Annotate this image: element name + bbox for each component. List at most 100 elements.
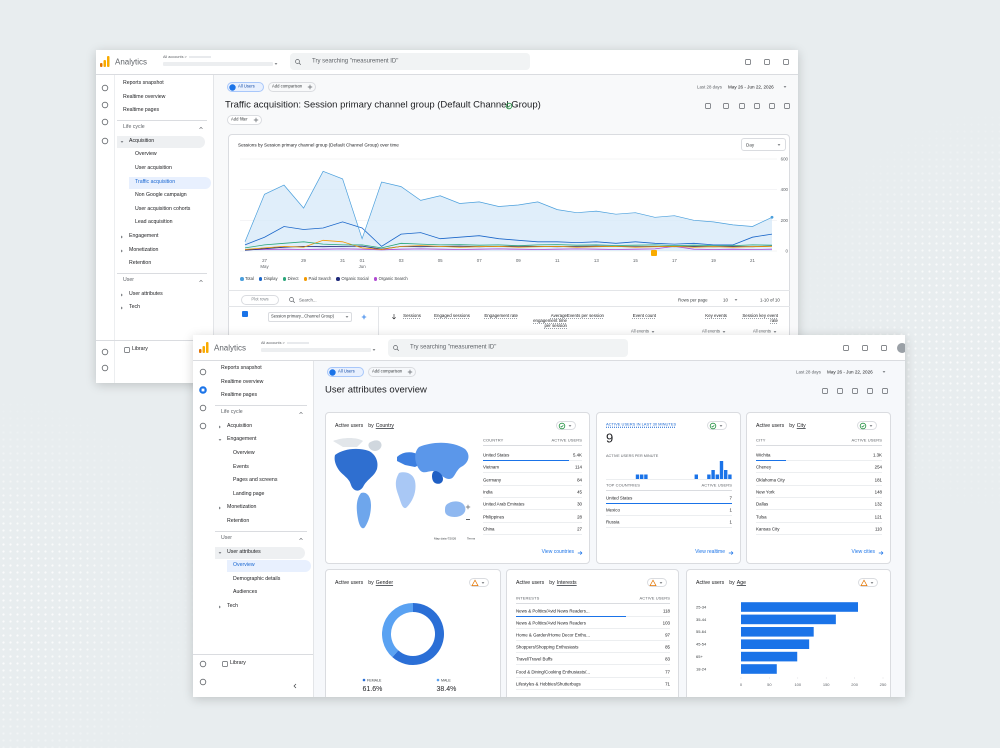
nav-library[interactable]: Library bbox=[230, 660, 246, 667]
account-picker[interactable]: All accounts > bbox=[261, 340, 285, 345]
compare-chip[interactable] bbox=[268, 82, 316, 92]
column-header[interactable]: Engagement rate bbox=[484, 313, 518, 318]
caret bbox=[121, 235, 123, 239]
nav-group[interactable]: Acquisition bbox=[227, 422, 253, 429]
row-label: Russia bbox=[606, 519, 620, 525]
card-dimension[interactable]: Gender bbox=[375, 580, 394, 586]
nav-subitem[interactable]: Overview bbox=[233, 450, 255, 457]
realtime-card: ACTIVE USERS IN LAST 30 MINUTES 9 ACTIVE U… bbox=[596, 412, 741, 564]
legend-item[interactable]: Display bbox=[258, 276, 278, 282]
segment-chip[interactable] bbox=[227, 82, 264, 92]
nav-group[interactable]: Retention bbox=[129, 260, 152, 267]
column-filter[interactable]: All events bbox=[752, 328, 771, 334]
nav-group[interactable]: Engagement bbox=[227, 436, 257, 443]
icon-button[interactable] bbox=[469, 578, 489, 587]
nav-section[interactable]: Life cycle bbox=[221, 409, 243, 416]
nav-group[interactable]: Monetization bbox=[227, 504, 257, 511]
card-link[interactable]: View realtime bbox=[695, 549, 725, 556]
nav-group[interactable]: User attributes bbox=[227, 548, 261, 555]
card-link[interactable]: View cities bbox=[851, 549, 875, 556]
nav-subitem[interactable]: Pages and screens bbox=[233, 477, 278, 484]
select-all[interactable] bbox=[242, 311, 248, 317]
card-dimension[interactable]: Country bbox=[375, 423, 394, 429]
icon-button[interactable] bbox=[647, 578, 667, 587]
nav-subitem[interactable]: User acquisition cohorts bbox=[135, 205, 191, 212]
column-header[interactable]: Events per session bbox=[566, 313, 604, 318]
nav-subitem[interactable]: Demographic details bbox=[233, 575, 281, 582]
card-metric[interactable]: Active users bbox=[756, 423, 785, 429]
row-label: Shoppers/Shopping Enthusiasts bbox=[516, 644, 579, 650]
card-title: Active users by Age bbox=[696, 580, 746, 586]
plot-rows-button[interactable] bbox=[241, 295, 279, 305]
rows-per-page[interactable]: 10 bbox=[723, 297, 728, 303]
legend-item[interactable]: Total bbox=[240, 276, 254, 282]
search-box[interactable] bbox=[388, 339, 628, 357]
nav-group[interactable]: Acquisition bbox=[129, 137, 155, 144]
card-metric[interactable]: Active users bbox=[696, 580, 725, 586]
interval-select[interactable] bbox=[741, 138, 786, 151]
icon-button[interactable] bbox=[556, 421, 576, 430]
nav-subitem[interactable]: Landing page bbox=[233, 490, 265, 497]
column-header[interactable]: Average engagement time per session bbox=[533, 313, 567, 329]
card-link[interactable]: View countries bbox=[541, 549, 574, 556]
date-range[interactable]: May 26 - Jun 22, 2026 bbox=[827, 369, 873, 375]
nav-subitem[interactable]: Overview bbox=[233, 562, 255, 569]
table-search[interactable]: Search... bbox=[299, 297, 317, 303]
nav-group[interactable]: Retention bbox=[227, 518, 250, 525]
date-range[interactable]: May 26 - Jun 22, 2026 bbox=[728, 84, 774, 90]
account-picker[interactable]: All accounts > bbox=[163, 54, 187, 59]
nav-subitem[interactable]: Audiences bbox=[233, 589, 258, 596]
nav-divider bbox=[117, 272, 207, 274]
nav-subitem[interactable]: Lead acquisition bbox=[135, 219, 173, 226]
card-metric[interactable]: Active users bbox=[335, 580, 364, 586]
segment-chip[interactable] bbox=[327, 367, 364, 377]
nav-section[interactable]: User bbox=[123, 277, 134, 284]
nav-group[interactable]: Tech bbox=[227, 603, 238, 610]
nav-subitem[interactable]: Traffic acquisition bbox=[135, 178, 176, 185]
nav-subitem[interactable]: Non Google campaign bbox=[135, 192, 187, 199]
card-metric[interactable]: Active users bbox=[516, 580, 545, 586]
nav-item[interactable]: Realtime overview bbox=[221, 378, 264, 385]
column-filter[interactable]: All events bbox=[701, 328, 720, 334]
x-tick-label: 200 bbox=[851, 682, 858, 687]
card-metric[interactable]: Active users bbox=[335, 423, 364, 429]
card-dimension[interactable]: Age bbox=[736, 580, 746, 586]
end-point bbox=[770, 215, 774, 219]
legend-item[interactable]: Organic Search bbox=[373, 276, 408, 282]
column-header[interactable]: Key events bbox=[705, 313, 727, 318]
nav-library[interactable]: Library bbox=[132, 346, 148, 353]
card-dimension[interactable]: Interests bbox=[556, 580, 577, 586]
nav-group[interactable]: Engagement bbox=[129, 233, 159, 240]
nav-group[interactable]: Monetization bbox=[129, 246, 159, 253]
nav-item[interactable]: Reports snapshot bbox=[221, 365, 262, 372]
nav-section[interactable]: User bbox=[221, 535, 232, 542]
nav-item[interactable]: Realtime pages bbox=[123, 107, 160, 114]
column-header[interactable]: Session key event rate bbox=[742, 313, 778, 324]
column-header[interactable]: Event count bbox=[632, 313, 656, 318]
compare-chip[interactable] bbox=[368, 367, 416, 377]
nav-subitem[interactable]: Overview bbox=[135, 151, 157, 158]
nav-subitem[interactable]: Events bbox=[233, 463, 249, 470]
nav-item[interactable]: Realtime pages bbox=[221, 392, 258, 399]
card-dimension[interactable]: City bbox=[796, 423, 806, 429]
icon-button[interactable] bbox=[707, 421, 727, 430]
nav-group[interactable]: Tech bbox=[129, 304, 140, 311]
nav-section[interactable]: Life cycle bbox=[123, 124, 145, 131]
column-filter[interactable]: All events bbox=[630, 328, 649, 334]
icon-button[interactable] bbox=[857, 421, 877, 430]
add-filter-chip[interactable] bbox=[227, 115, 262, 125]
column-header[interactable]: Engaged sessions bbox=[434, 313, 470, 318]
nav-item[interactable]: Reports snapshot bbox=[123, 80, 164, 87]
logo-bar bbox=[103, 60, 106, 67]
icon-button[interactable] bbox=[858, 578, 878, 587]
legend-item[interactable]: Organic Social bbox=[336, 276, 369, 282]
legend-item[interactable]: Paid Search bbox=[303, 276, 331, 282]
dimension-select[interactable] bbox=[268, 312, 352, 322]
nav-item[interactable]: Realtime overview bbox=[123, 93, 166, 100]
nav-group[interactable]: User attributes bbox=[129, 290, 163, 297]
nav-subitem[interactable]: User acquisition bbox=[135, 165, 172, 172]
legend-item[interactable]: Direct bbox=[282, 276, 299, 282]
search-box[interactable] bbox=[290, 53, 530, 70]
column-header[interactable]: Sessions bbox=[403, 313, 421, 318]
